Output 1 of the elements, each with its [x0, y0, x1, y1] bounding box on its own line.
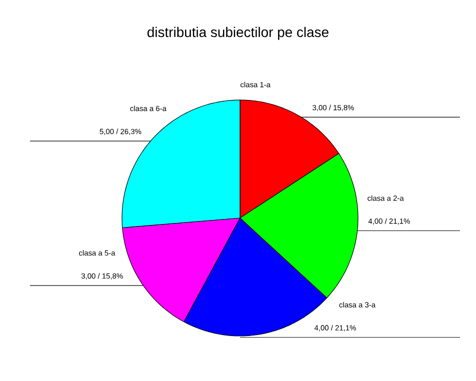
chart-title: distributia subiectilor pe clase [147, 26, 328, 40]
